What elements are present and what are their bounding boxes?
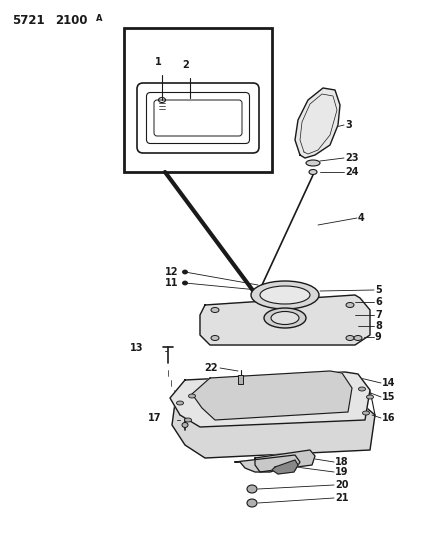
Ellipse shape: [309, 169, 317, 174]
Text: 23: 23: [345, 153, 359, 163]
Text: 13: 13: [130, 343, 143, 353]
Text: 19: 19: [335, 467, 348, 477]
Ellipse shape: [184, 418, 191, 422]
Text: 18: 18: [335, 457, 349, 467]
Text: 24: 24: [345, 167, 359, 177]
Text: 15: 15: [382, 392, 395, 402]
Text: 6: 6: [375, 297, 382, 307]
Ellipse shape: [211, 308, 219, 312]
Text: 9: 9: [375, 332, 382, 342]
Ellipse shape: [176, 401, 184, 405]
Text: 2: 2: [183, 60, 189, 70]
Text: 2100: 2100: [55, 14, 87, 27]
Ellipse shape: [354, 335, 362, 341]
Ellipse shape: [182, 281, 187, 285]
Polygon shape: [272, 460, 298, 474]
Ellipse shape: [247, 499, 257, 507]
Text: 5: 5: [375, 285, 382, 295]
Ellipse shape: [271, 311, 299, 325]
Ellipse shape: [359, 387, 366, 391]
Polygon shape: [295, 88, 340, 158]
Text: 16: 16: [382, 413, 395, 423]
Text: 3: 3: [345, 120, 352, 130]
Polygon shape: [172, 395, 375, 458]
Text: 7: 7: [375, 310, 382, 320]
Text: 21: 21: [335, 493, 348, 503]
Ellipse shape: [346, 303, 354, 308]
Text: 14: 14: [382, 378, 395, 388]
Ellipse shape: [366, 395, 374, 399]
Ellipse shape: [188, 394, 196, 398]
Ellipse shape: [182, 423, 188, 427]
Bar: [238, 375, 243, 384]
Ellipse shape: [264, 308, 306, 328]
Polygon shape: [200, 295, 370, 345]
Text: 8: 8: [375, 321, 382, 331]
Ellipse shape: [182, 270, 187, 274]
Text: 20: 20: [335, 480, 348, 490]
Text: 5721: 5721: [12, 14, 45, 27]
Polygon shape: [192, 371, 352, 420]
Bar: [124, 28, 272, 172]
Polygon shape: [255, 450, 315, 472]
Text: 4: 4: [358, 213, 365, 223]
Ellipse shape: [211, 335, 219, 341]
Text: 11: 11: [164, 278, 178, 288]
Text: 22: 22: [205, 363, 218, 373]
Ellipse shape: [247, 485, 257, 493]
Text: 17: 17: [148, 413, 161, 423]
Ellipse shape: [260, 286, 310, 304]
Text: 1: 1: [155, 57, 161, 67]
Ellipse shape: [346, 335, 354, 341]
Ellipse shape: [306, 160, 320, 166]
Polygon shape: [235, 455, 300, 472]
Ellipse shape: [363, 411, 369, 415]
Ellipse shape: [251, 281, 319, 309]
Text: A: A: [96, 14, 102, 23]
Text: 12: 12: [164, 267, 178, 277]
Polygon shape: [170, 372, 370, 427]
